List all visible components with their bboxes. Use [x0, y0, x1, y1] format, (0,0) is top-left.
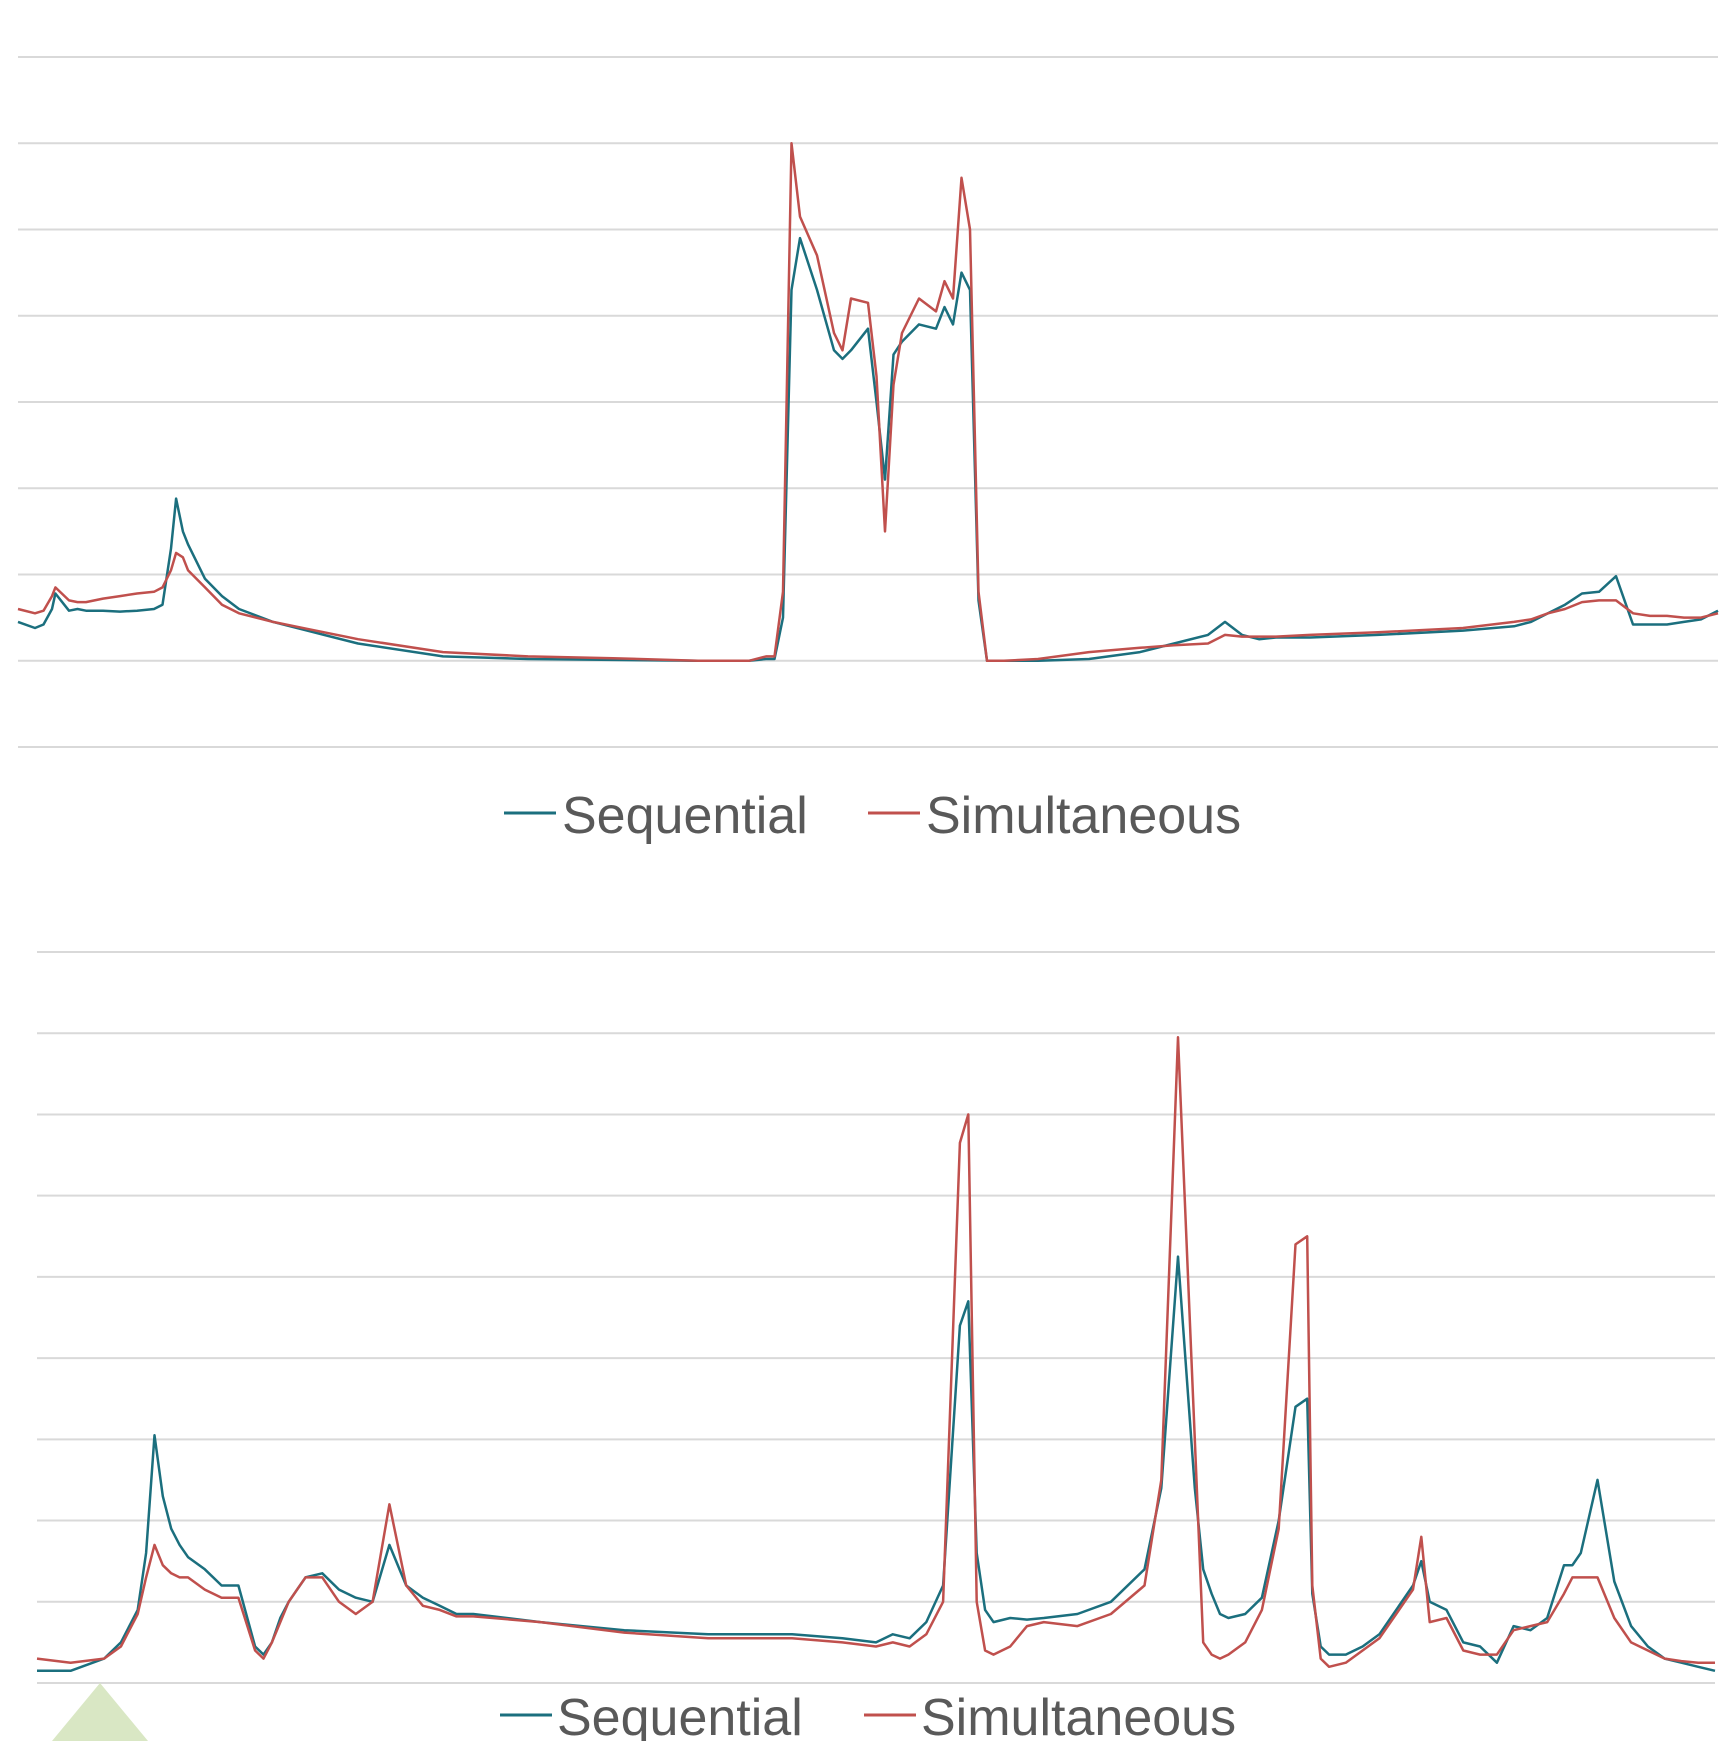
chart-1-series — [17, 142, 1719, 663]
series-line-simultaneous — [36, 1036, 1715, 1669]
chart-1-legend: Sequential Simultaneous — [504, 787, 1241, 845]
decorative-triangle-shape — [52, 1683, 148, 1741]
chart-2-legend: Sequential Simultaneous — [500, 1689, 1236, 1741]
series-line-sequential — [17, 236, 1719, 663]
series-line-simultaneous — [17, 142, 1719, 663]
chart-2-gridlines — [37, 951, 1715, 1684]
legend-label-simultaneous: Simultaneous — [921, 1689, 1236, 1741]
legend-label-simultaneous: Simultaneous — [926, 787, 1241, 845]
series-line-sequential — [37, 1255, 1716, 1673]
chart-2: Sequential Simultaneous — [36, 951, 1716, 1741]
legend-label-sequential: Sequential — [562, 787, 808, 845]
legend-label-sequential: Sequential — [557, 1689, 803, 1741]
chart-2-series — [36, 1036, 1716, 1673]
chart-1: Sequential Simultaneous — [17, 56, 1719, 845]
chart-1-gridlines — [18, 56, 1718, 748]
